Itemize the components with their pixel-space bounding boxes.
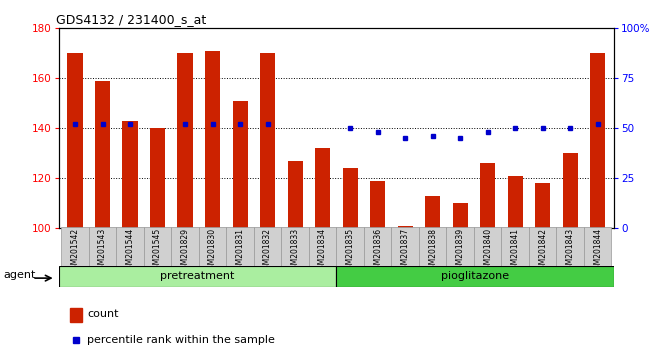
Bar xyxy=(150,129,165,228)
Text: GSM201844: GSM201844 xyxy=(593,228,603,274)
Bar xyxy=(535,183,551,228)
Bar xyxy=(419,227,447,267)
Bar xyxy=(391,227,419,267)
Text: GSM201832: GSM201832 xyxy=(263,228,272,274)
Bar xyxy=(260,53,275,228)
Bar xyxy=(61,227,89,267)
Text: GSM201843: GSM201843 xyxy=(566,228,575,274)
Bar xyxy=(172,227,199,267)
Text: GSM201544: GSM201544 xyxy=(125,228,135,274)
Bar xyxy=(89,227,116,267)
Text: GSM201831: GSM201831 xyxy=(235,228,244,274)
Bar xyxy=(370,181,385,228)
Text: GSM201840: GSM201840 xyxy=(483,228,492,274)
Bar xyxy=(281,227,309,267)
FancyBboxPatch shape xyxy=(337,266,614,287)
Bar xyxy=(508,176,523,228)
Bar xyxy=(474,227,501,267)
Text: GDS4132 / 231400_s_at: GDS4132 / 231400_s_at xyxy=(56,13,206,26)
Text: GSM201543: GSM201543 xyxy=(98,228,107,274)
Bar xyxy=(480,163,495,228)
Text: count: count xyxy=(87,309,119,319)
Bar xyxy=(233,101,248,228)
Bar xyxy=(177,53,192,228)
Bar xyxy=(343,169,358,228)
Text: percentile rank within the sample: percentile rank within the sample xyxy=(87,335,275,344)
Bar xyxy=(226,227,254,267)
Text: GSM201836: GSM201836 xyxy=(373,228,382,274)
Bar xyxy=(563,153,578,228)
Bar xyxy=(447,227,474,267)
Bar xyxy=(364,227,391,267)
Bar xyxy=(287,161,303,228)
Text: GSM201839: GSM201839 xyxy=(456,228,465,274)
Bar xyxy=(254,227,281,267)
Text: GSM201830: GSM201830 xyxy=(208,228,217,274)
Bar xyxy=(337,227,364,267)
Text: GSM201842: GSM201842 xyxy=(538,228,547,274)
Bar xyxy=(425,196,440,228)
Bar xyxy=(122,121,138,228)
Bar xyxy=(199,227,226,267)
Text: GSM201838: GSM201838 xyxy=(428,228,437,274)
Bar xyxy=(144,227,172,267)
Bar xyxy=(205,51,220,228)
Text: GSM201837: GSM201837 xyxy=(400,228,410,274)
Bar xyxy=(501,227,529,267)
Bar xyxy=(398,226,413,228)
Text: pioglitazone: pioglitazone xyxy=(441,272,510,281)
Bar xyxy=(452,203,468,228)
Text: GSM201545: GSM201545 xyxy=(153,228,162,274)
Bar xyxy=(116,227,144,267)
Text: GSM201542: GSM201542 xyxy=(70,228,79,274)
Bar xyxy=(590,53,605,228)
Bar xyxy=(68,53,83,228)
Bar xyxy=(70,308,82,322)
FancyBboxPatch shape xyxy=(58,266,337,287)
Bar xyxy=(95,81,110,228)
Text: agent: agent xyxy=(3,270,35,280)
Bar xyxy=(556,227,584,267)
Bar xyxy=(584,227,612,267)
Text: GSM201834: GSM201834 xyxy=(318,228,327,274)
Text: GSM201841: GSM201841 xyxy=(511,228,520,274)
Bar xyxy=(315,148,330,228)
Text: GSM201833: GSM201833 xyxy=(291,228,300,274)
Bar xyxy=(309,227,337,267)
Bar xyxy=(529,227,556,267)
Text: pretreatment: pretreatment xyxy=(161,272,235,281)
Text: GSM201835: GSM201835 xyxy=(346,228,355,274)
Text: GSM201829: GSM201829 xyxy=(181,228,190,274)
